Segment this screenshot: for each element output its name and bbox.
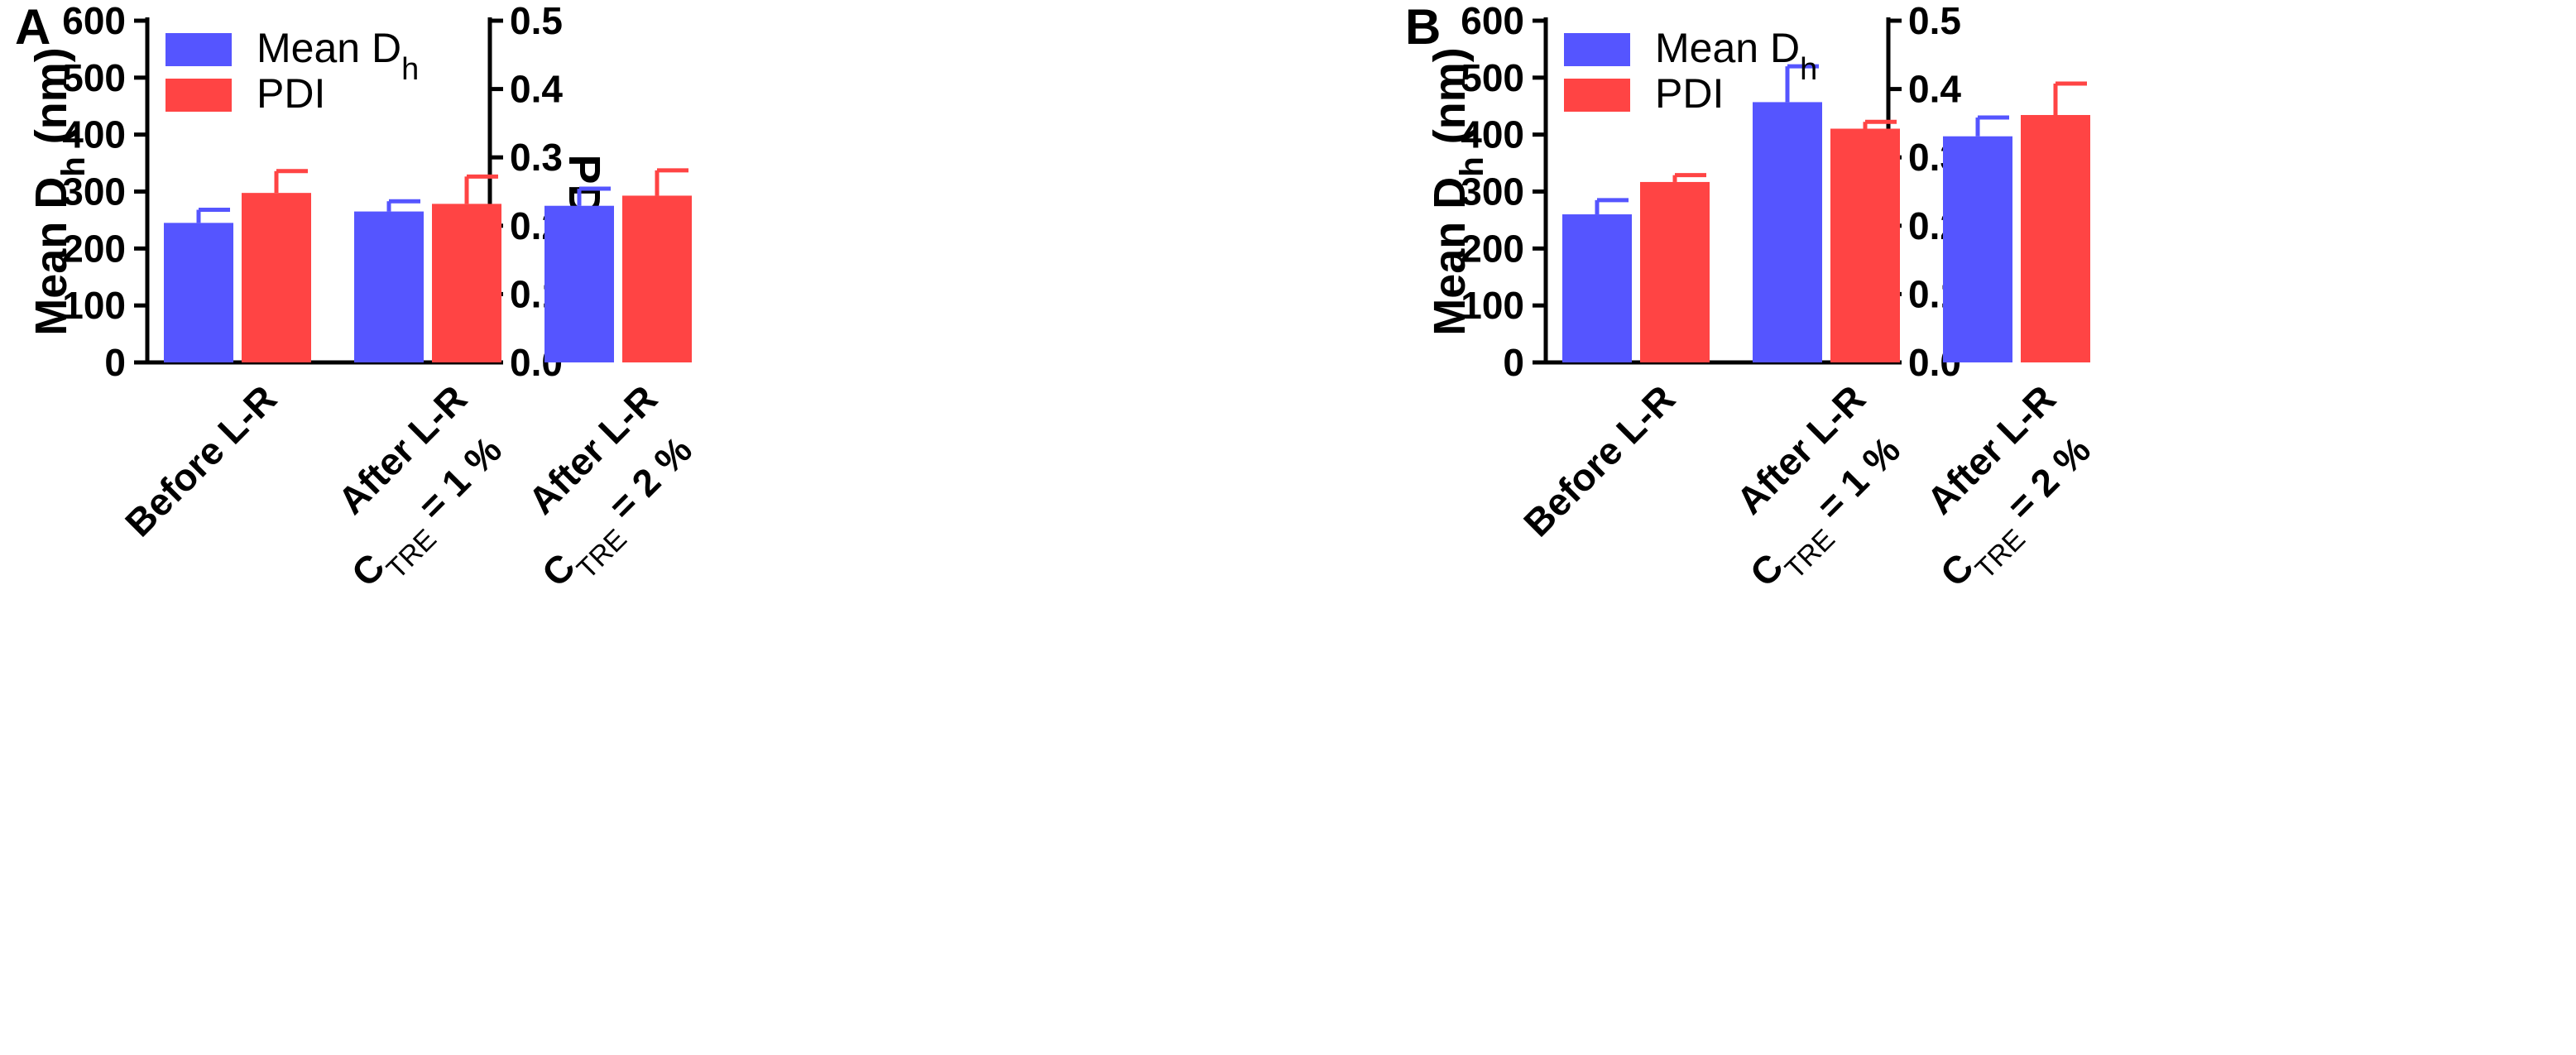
- left-axis-title-unit: (nm): [1425, 47, 1475, 156]
- left-axis-title-main: Mean D: [1425, 177, 1475, 336]
- bar-mean-dh: [354, 211, 424, 362]
- panel-label: B: [1405, 0, 1441, 55]
- left-tick-label: 100: [1461, 284, 1524, 327]
- category-label-line1: Before L-R: [117, 376, 285, 544]
- panel-label: A: [15, 0, 50, 55]
- right-tick-label: 0.5: [1908, 0, 1961, 42]
- left-tick-label: 0: [1503, 341, 1524, 384]
- legend-swatch: [1564, 33, 1630, 66]
- bar-mean-dh: [1753, 102, 1822, 362]
- left-axis-title: Mean Dh (nm): [26, 47, 92, 335]
- left-axis-title-main: Mean D: [26, 177, 76, 336]
- legend-label-main: Mean D: [257, 25, 401, 71]
- bar-mean-dh: [544, 205, 614, 362]
- left-axis-title: Mean Dh (nm): [1425, 47, 1490, 335]
- left-tick-label: 600: [62, 0, 126, 42]
- bar-mean-dh: [1562, 214, 1632, 362]
- left-tick-label: 400: [62, 113, 126, 156]
- right-tick-label: 0.5: [510, 0, 563, 42]
- category-label-c: C: [534, 545, 583, 595]
- bar-pdi: [1830, 128, 1900, 362]
- bar-pdi: [432, 204, 501, 362]
- legend-label: Mean Dh: [1655, 25, 1817, 87]
- legend-label-main: PDI: [257, 70, 325, 117]
- category-label-c: C: [1742, 545, 1792, 595]
- left-tick-label: 600: [1461, 0, 1524, 42]
- left-tick-label: 200: [1461, 227, 1524, 270]
- bar-mean-dh: [1943, 136, 2012, 362]
- left-tick-label: 500: [1461, 56, 1524, 99]
- left-axis-title-sub: h: [55, 156, 92, 176]
- left-tick-label: 0: [104, 341, 126, 384]
- bar-pdi: [1640, 181, 1710, 362]
- left-tick-label: 400: [1461, 113, 1524, 156]
- left-axis-title-sub: h: [1454, 156, 1490, 176]
- legend-label-sub: h: [401, 52, 419, 87]
- right-tick-label: 0.4: [1908, 68, 1961, 111]
- chart-panel-b: B01002003004005006000.00.10.20.30.40.5Me…: [1405, 0, 2099, 595]
- left-tick-label: 300: [1461, 170, 1524, 213]
- bar-pdi: [2021, 114, 2090, 362]
- legend-swatch: [165, 33, 232, 66]
- right-tick-label: 0.3: [510, 136, 563, 179]
- category-label: Before L-R: [117, 376, 285, 544]
- category-label-c: C: [343, 545, 393, 595]
- bar-pdi: [242, 193, 311, 362]
- left-tick-label: 100: [62, 284, 126, 327]
- legend-label: PDI: [257, 70, 325, 117]
- legend-label-main: PDI: [1655, 70, 1724, 117]
- category-label-c: C: [1932, 545, 1982, 595]
- legend-swatch: [165, 79, 232, 112]
- left-tick-label: 300: [62, 170, 126, 213]
- left-tick-label: 200: [62, 227, 126, 270]
- legend-label: PDI: [1655, 70, 1724, 117]
- chart-panel-a: A01002003004005006000.00.10.20.30.40.5Me…: [15, 0, 700, 595]
- left-axis-title-unit: (nm): [26, 47, 76, 156]
- category-label: Before L-R: [1515, 376, 1683, 544]
- legend-label: Mean Dh: [257, 25, 419, 87]
- bar-mean-dh: [164, 223, 233, 362]
- bar-pdi: [622, 195, 692, 362]
- legend-label-main: Mean D: [1655, 25, 1800, 71]
- right-tick-label: 0.4: [510, 68, 563, 111]
- legend-label-sub: h: [1800, 52, 1817, 87]
- left-tick-label: 500: [62, 56, 126, 99]
- legend-swatch: [1564, 79, 1630, 112]
- category-label-line1: Before L-R: [1515, 376, 1683, 544]
